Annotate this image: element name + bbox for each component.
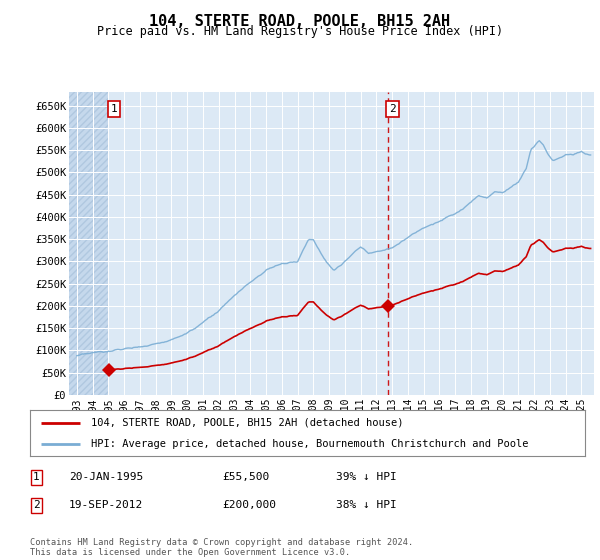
Text: 2: 2 — [389, 104, 396, 114]
Text: HPI: Average price, detached house, Bournemouth Christchurch and Poole: HPI: Average price, detached house, Bour… — [91, 439, 529, 449]
Text: Contains HM Land Registry data © Crown copyright and database right 2024.
This d: Contains HM Land Registry data © Crown c… — [30, 538, 413, 557]
Text: 19-SEP-2012: 19-SEP-2012 — [69, 500, 143, 510]
Text: 20-JAN-1995: 20-JAN-1995 — [69, 472, 143, 482]
Text: 38% ↓ HPI: 38% ↓ HPI — [336, 500, 397, 510]
Text: Price paid vs. HM Land Registry's House Price Index (HPI): Price paid vs. HM Land Registry's House … — [97, 25, 503, 38]
Text: 1: 1 — [110, 104, 118, 114]
Text: £200,000: £200,000 — [222, 500, 276, 510]
Text: 1: 1 — [33, 472, 40, 482]
Text: £55,500: £55,500 — [222, 472, 269, 482]
Text: 39% ↓ HPI: 39% ↓ HPI — [336, 472, 397, 482]
Text: 2: 2 — [33, 500, 40, 510]
Text: 104, STERTE ROAD, POOLE, BH15 2AH: 104, STERTE ROAD, POOLE, BH15 2AH — [149, 14, 451, 29]
Text: 104, STERTE ROAD, POOLE, BH15 2AH (detached house): 104, STERTE ROAD, POOLE, BH15 2AH (detac… — [91, 418, 404, 428]
